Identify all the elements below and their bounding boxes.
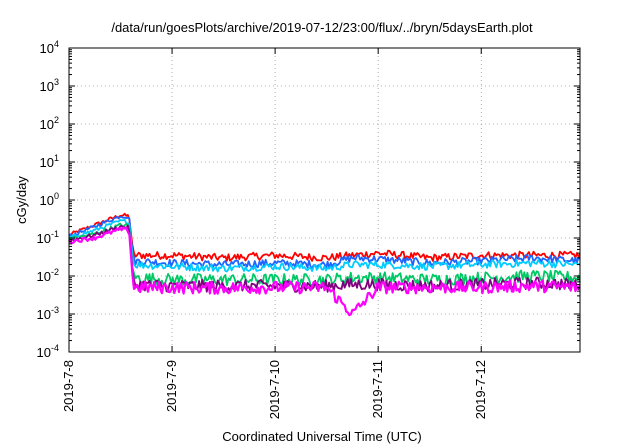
x-axis-ticks: 2019-7-8 2019-7-9 2019-7-10 2019-7-11 2019-7…: [61, 48, 488, 419]
chart-title: /data/run/goesPlots/archive/2019-07-12/2…: [111, 20, 533, 35]
series-line-2: [68, 215, 581, 270]
y-tick-label: 102: [40, 115, 59, 132]
y-tick-label: 104: [40, 39, 59, 56]
series-layer: [68, 212, 581, 317]
y-tick-label: 10-2: [37, 267, 59, 284]
x-tick-label: 2019-7-11: [370, 360, 385, 418]
y-tick-label: 103: [40, 77, 59, 94]
y-axis-label: cGy/day: [14, 176, 29, 224]
x-tick-label: 2019-7-8: [61, 360, 76, 412]
x-tick-label: 2019-7-10: [267, 360, 282, 419]
y-tick-label: 10-4: [37, 343, 59, 360]
y-tick-label: 10-3: [37, 305, 59, 322]
y-axis-ticks: 10-4 10-3 10-2 10-1 100 101 102 103 104: [37, 39, 580, 360]
grid: [69, 48, 580, 352]
series-line-6: [68, 226, 581, 317]
x-tick-label: 2019-7-12: [473, 360, 488, 419]
series-line-3: [68, 218, 581, 273]
y-tick-label: 101: [40, 153, 59, 170]
y-tick-label: 100: [40, 191, 59, 208]
y-tick-label: 10-1: [37, 229, 59, 246]
series-line-1: [68, 212, 581, 263]
x-axis-label: Coordinated Universal Time (UTC): [222, 429, 421, 444]
x-tick-label: 2019-7-9: [164, 360, 179, 412]
